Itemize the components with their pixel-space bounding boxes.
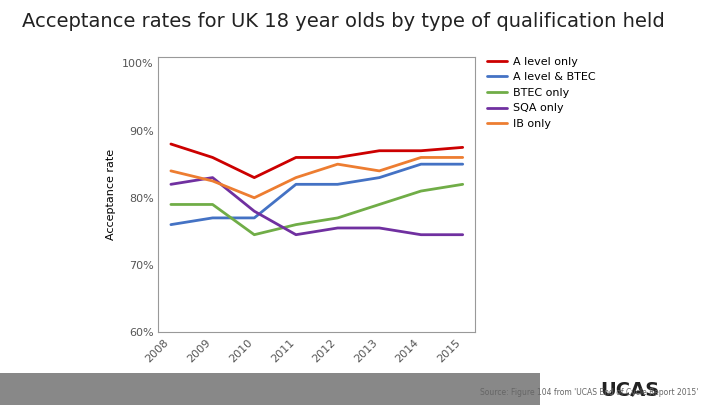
Y-axis label: Acceptance rate: Acceptance rate [107,149,117,240]
A level only [459,145,467,150]
BTEC only [250,232,258,237]
BTEC only [208,202,217,207]
IB only [208,179,217,183]
IB only [166,168,175,173]
A level only [375,148,384,153]
A level & BTEC [459,162,467,166]
A level only [208,155,217,160]
A level only [417,148,426,153]
A level only [166,142,175,147]
BTEC only [333,215,342,220]
A level & BTEC [208,215,217,220]
BTEC only [417,189,426,194]
IB only [417,155,426,160]
Text: Source: Figure 104 from 'UCAS End of Cycle Report 2015': Source: Figure 104 from 'UCAS End of Cyc… [480,388,698,397]
A level & BTEC [417,162,426,166]
A level only [250,175,258,180]
A level & BTEC [375,175,384,180]
BTEC only [292,222,300,227]
A level & BTEC [166,222,175,227]
Line: A level only: A level only [171,144,463,178]
SQA only [417,232,426,237]
SQA only [292,232,300,237]
SQA only [250,209,258,213]
BTEC only [459,182,467,187]
SQA only [333,226,342,230]
A level only [333,155,342,160]
Line: BTEC only: BTEC only [171,184,463,235]
A level only [292,155,300,160]
Line: IB only: IB only [171,158,463,198]
A level & BTEC [292,182,300,187]
IB only [250,195,258,200]
Text: Acceptance rates for UK 18 year olds by type of qualification held: Acceptance rates for UK 18 year olds by … [22,12,665,31]
Line: A level & BTEC: A level & BTEC [171,164,463,225]
SQA only [208,175,217,180]
SQA only [166,182,175,187]
IB only [375,168,384,173]
IB only [333,162,342,166]
IB only [292,175,300,180]
SQA only [459,232,467,237]
BTEC only [166,202,175,207]
Legend: A level only, A level & BTEC, BTEC only, SQA only, IB only: A level only, A level & BTEC, BTEC only,… [487,57,595,129]
Text: UCAS: UCAS [600,381,660,400]
SQA only [375,226,384,230]
A level & BTEC [333,182,342,187]
IB only [459,155,467,160]
BTEC only [375,202,384,207]
A level & BTEC [250,215,258,220]
Line: SQA only: SQA only [171,178,463,235]
